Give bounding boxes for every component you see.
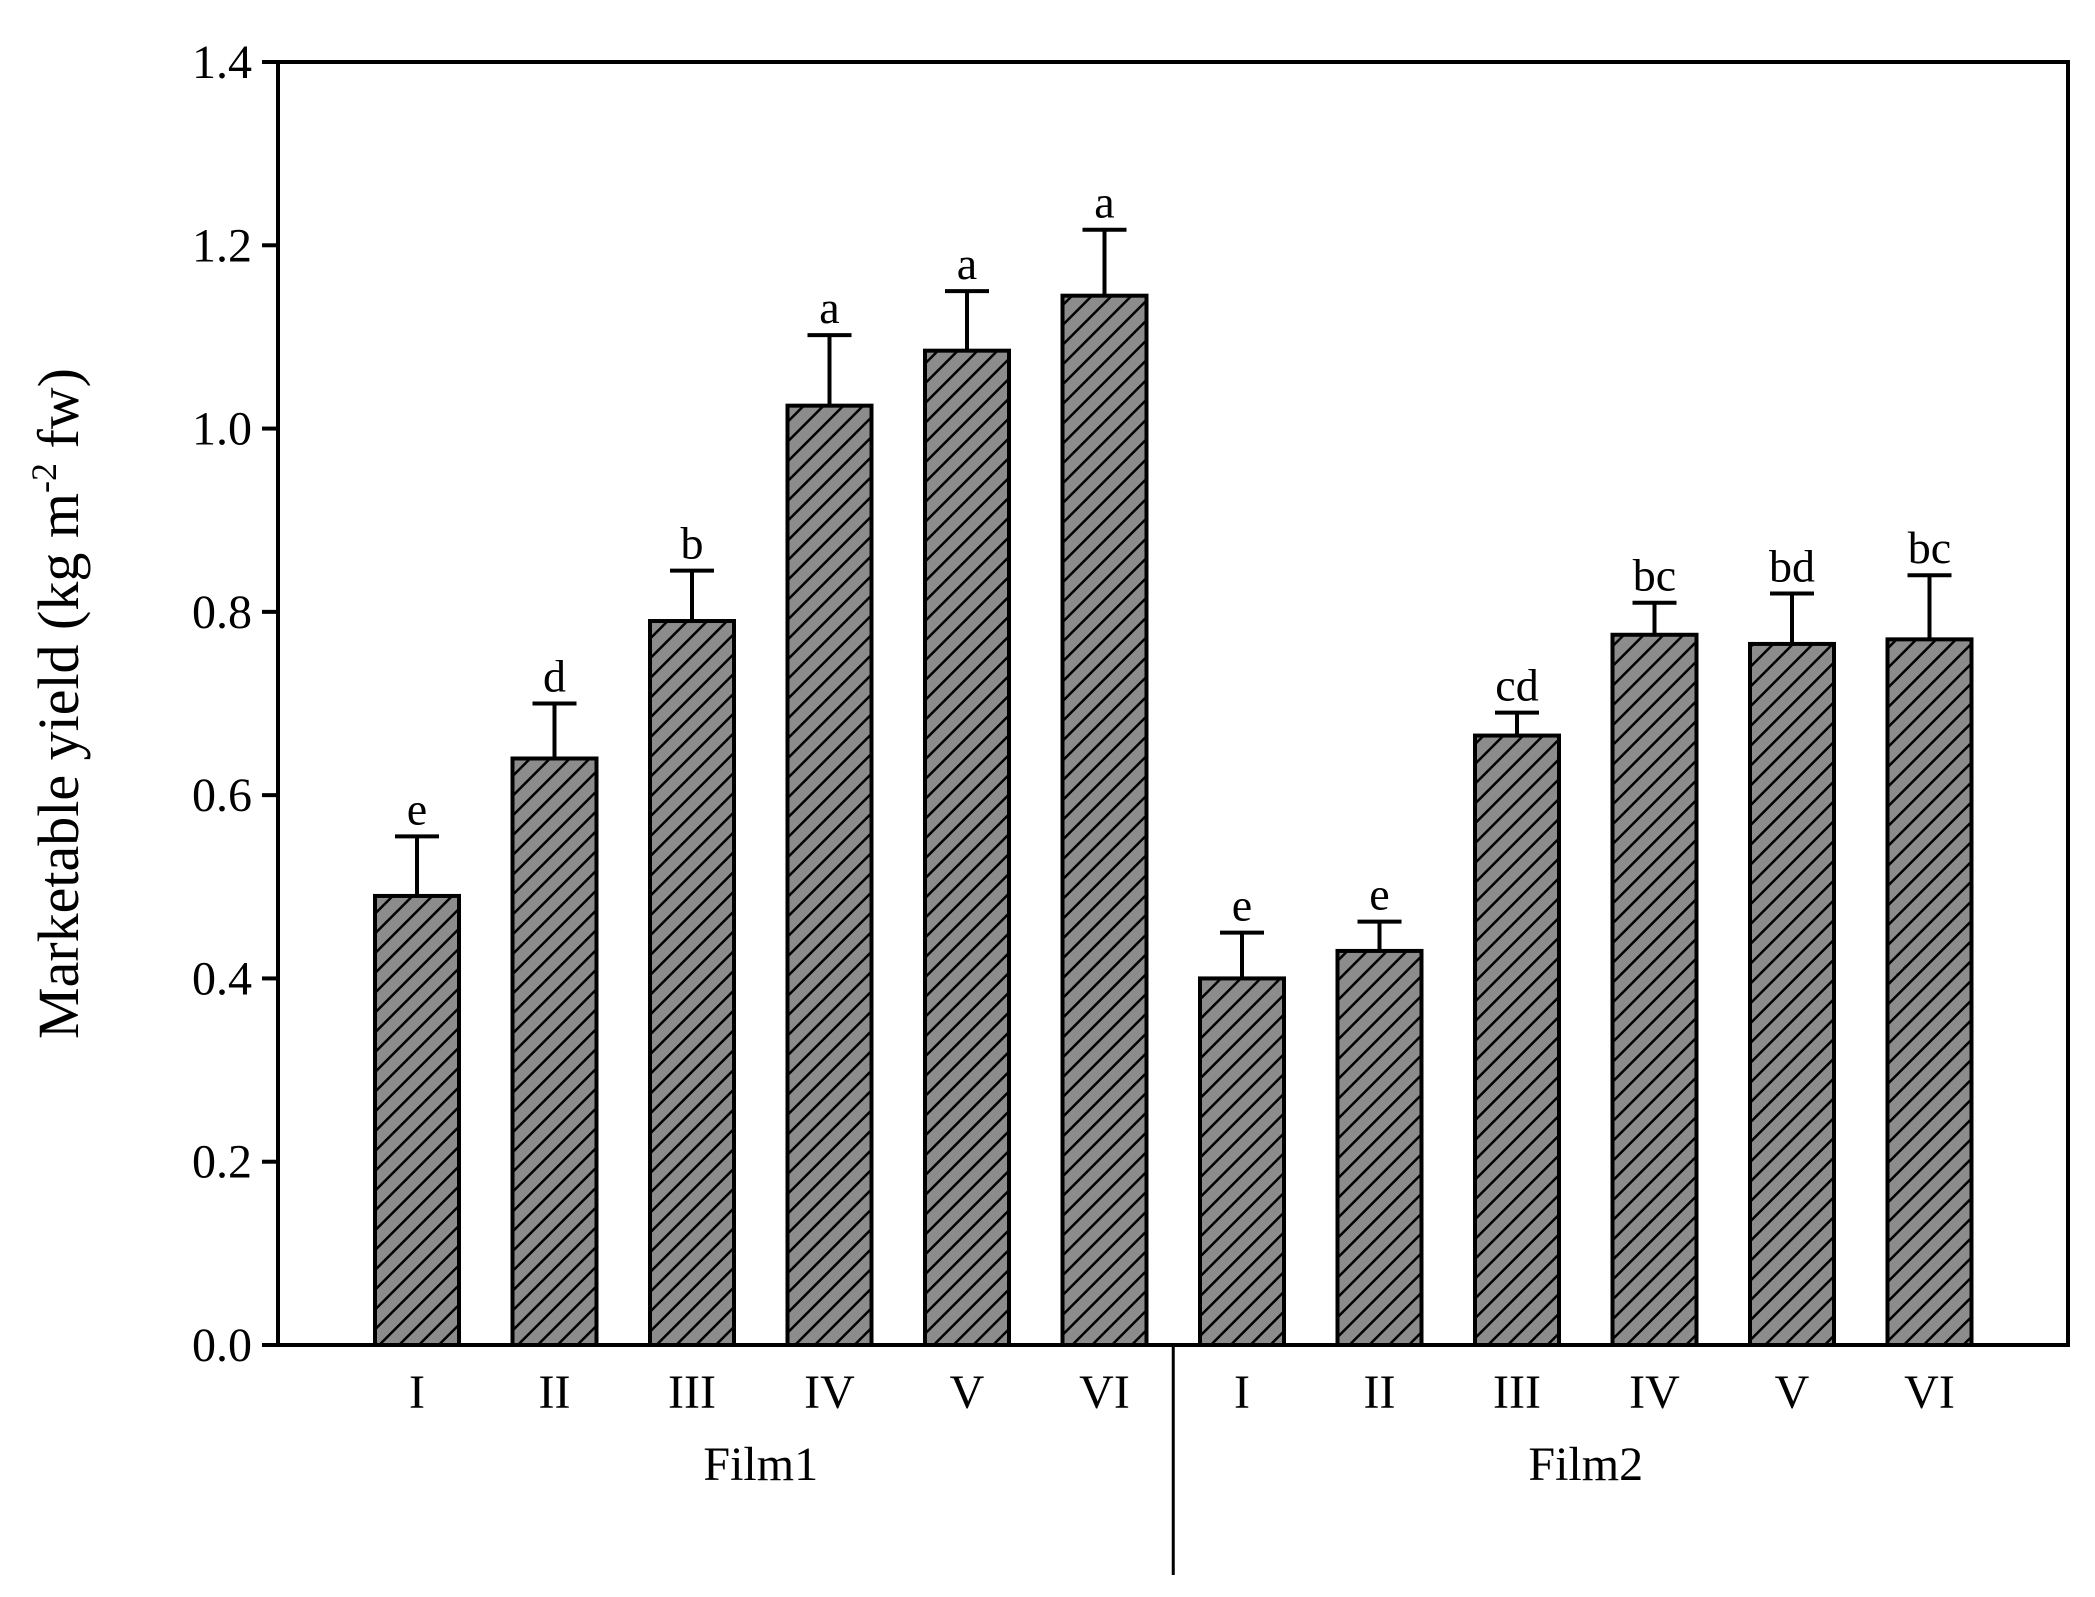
category-label: IV: [804, 1366, 855, 1419]
y-tick-label: 0.4: [192, 952, 252, 1005]
bar: [373, 893, 461, 1347]
y-tick-label: 1.0: [192, 403, 252, 456]
bar: [1610, 632, 1699, 1347]
bar: [1473, 733, 1561, 1347]
significance-letter: a: [819, 282, 839, 333]
bar: [1060, 293, 1149, 1347]
category-label: I: [409, 1366, 425, 1419]
significance-letter: bc: [1908, 522, 1951, 573]
y-tick-label: 1.2: [192, 219, 252, 272]
category-label: III: [1493, 1366, 1541, 1419]
y-tick-label: 0.8: [192, 586, 252, 639]
category-label: IV: [1629, 1366, 1680, 1419]
significance-letter: bc: [1633, 550, 1676, 601]
category-label: VI: [1904, 1366, 1955, 1419]
y-tick-label: 0.2: [192, 1136, 252, 1189]
significance-letter: cd: [1495, 660, 1538, 711]
category-label: II: [539, 1366, 571, 1419]
group-label: Film2: [1528, 1438, 1643, 1491]
bar: [785, 403, 874, 1347]
y-axis-label: Marketable yield (kg m-2 fw): [24, 368, 91, 1039]
bar: [1748, 641, 1836, 1347]
significance-letter: e: [407, 783, 427, 834]
significance-letter: a: [957, 238, 977, 289]
category-label: VI: [1079, 1366, 1130, 1419]
significance-letter: e: [1369, 869, 1389, 920]
significance-letter: d: [543, 651, 566, 702]
y-tick-label: 1.4: [192, 36, 252, 89]
y-axis-label-unit: fw): [26, 368, 91, 463]
bar: [1335, 948, 1424, 1348]
significance-letter: b: [681, 518, 704, 569]
bar: [510, 756, 599, 1347]
significance-letter: bd: [1769, 541, 1815, 592]
y-axis-label-main: Marketable yield (kg m: [26, 493, 91, 1039]
bar: [1885, 637, 1974, 1347]
category-label: V: [950, 1366, 985, 1419]
group-label: Film1: [703, 1438, 818, 1491]
category-label: III: [668, 1366, 716, 1419]
y-tick-label: 0.6: [192, 769, 252, 822]
y-tick-label: 0.0: [192, 1319, 252, 1372]
bar: [1198, 976, 1286, 1348]
significance-letter: e: [1232, 880, 1252, 931]
y-axis-label-superscript: -2: [24, 463, 64, 493]
category-label: II: [1364, 1366, 1396, 1419]
bar: [923, 348, 1011, 1347]
category-label: V: [1775, 1366, 1810, 1419]
category-label: I: [1234, 1366, 1250, 1419]
significance-letter: a: [1094, 177, 1114, 228]
bar: [648, 619, 736, 1347]
